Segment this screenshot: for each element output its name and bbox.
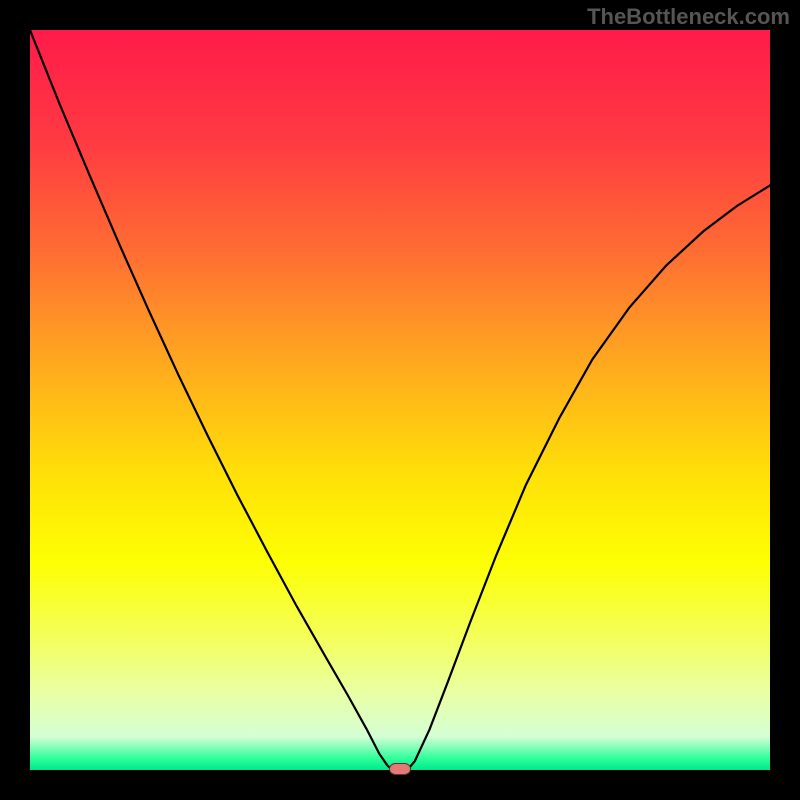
- minimum-marker: [389, 763, 411, 775]
- bottleneck-curve-left: [30, 30, 393, 770]
- bottleneck-curve-right: [407, 185, 770, 770]
- chart-container: TheBottleneck.com: [0, 0, 800, 800]
- minimum-marker-rect: [390, 763, 411, 774]
- plot-area: [30, 30, 770, 770]
- watermark-text: TheBottleneck.com: [587, 4, 790, 30]
- plot-svg: [30, 30, 770, 770]
